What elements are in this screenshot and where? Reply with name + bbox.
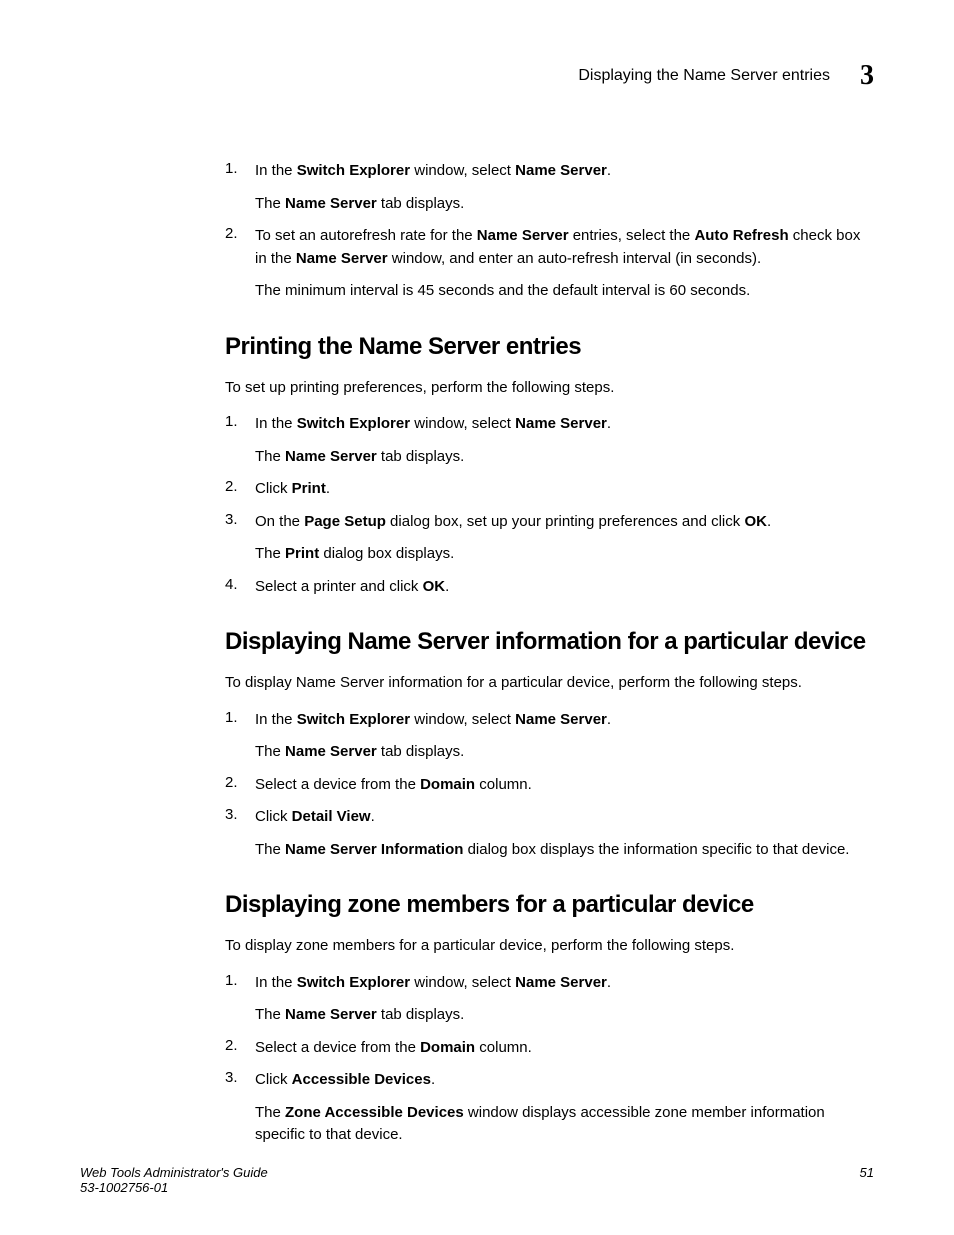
- list-item: 1. In the Switch Explorer window, select…: [225, 972, 874, 1027]
- page-footer: Web Tools Administrator's Guide 53-10027…: [80, 1165, 874, 1195]
- step-number: 1.: [225, 972, 255, 989]
- footer-doc-number: 53-1002756-01: [80, 1180, 268, 1195]
- step-body: Select a device from the Domain column.: [255, 774, 874, 797]
- list-item: 2. Select a device from the Domain colum…: [225, 774, 874, 797]
- step-number: 3.: [225, 806, 255, 823]
- list-item: 1. In the Switch Explorer window, select…: [225, 709, 874, 764]
- footer-guide-name: Web Tools Administrator's Guide: [80, 1165, 268, 1180]
- step-list-3: 1. In the Switch Explorer window, select…: [225, 972, 874, 1147]
- step-body: On the Page Setup dialog box, set up you…: [255, 511, 874, 566]
- list-item: 3. Click Detail View. The Name Server In…: [225, 806, 874, 861]
- footer-left: Web Tools Administrator's Guide 53-10027…: [80, 1165, 268, 1195]
- header-title: Displaying the Name Server entries: [578, 67, 830, 85]
- section-heading-zone-members: Displaying zone members for a particular…: [225, 891, 874, 919]
- section-heading-printing: Printing the Name Server entries: [225, 333, 874, 361]
- step-list-0: 1. In the Switch Explorer window, select…: [225, 160, 874, 303]
- list-item: 2. To set an autorefresh rate for the Na…: [225, 225, 874, 303]
- step-number: 2.: [225, 774, 255, 791]
- step-body: Click Accessible Devices. The Zone Acces…: [255, 1069, 874, 1147]
- step-body: In the Switch Explorer window, select Na…: [255, 709, 874, 764]
- list-item: 2. Click Print.: [225, 478, 874, 501]
- step-body: To set an autorefresh rate for the Name …: [255, 225, 874, 303]
- section-intro: To set up printing preferences, perform …: [225, 377, 874, 400]
- step-number: 1.: [225, 160, 255, 177]
- step-list-2: 1. In the Switch Explorer window, select…: [225, 709, 874, 862]
- step-body: Select a printer and click OK.: [255, 576, 874, 599]
- step-number: 2.: [225, 478, 255, 495]
- step-list-1: 1. In the Switch Explorer window, select…: [225, 413, 874, 598]
- list-item: 4. Select a printer and click OK.: [225, 576, 874, 599]
- list-item: 3. Click Accessible Devices. The Zone Ac…: [225, 1069, 874, 1147]
- page-content: 1. In the Switch Explorer window, select…: [80, 160, 874, 1147]
- step-number: 3.: [225, 1069, 255, 1086]
- chapter-number: 3: [860, 60, 874, 92]
- step-body: In the Switch Explorer window, select Na…: [255, 160, 874, 215]
- footer-page-number: 51: [860, 1165, 874, 1180]
- list-item: 1. In the Switch Explorer window, select…: [225, 413, 874, 468]
- step-number: 1.: [225, 709, 255, 726]
- list-item: 3. On the Page Setup dialog box, set up …: [225, 511, 874, 566]
- step-number: 3.: [225, 511, 255, 528]
- step-body: Click Print.: [255, 478, 874, 501]
- step-number: 4.: [225, 576, 255, 593]
- step-number: 2.: [225, 1037, 255, 1054]
- page-header: Displaying the Name Server entries 3: [80, 60, 874, 92]
- step-body: Click Detail View. The Name Server Infor…: [255, 806, 874, 861]
- section-intro: To display Name Server information for a…: [225, 672, 874, 695]
- list-item: 1. In the Switch Explorer window, select…: [225, 160, 874, 215]
- step-number: 1.: [225, 413, 255, 430]
- step-body: In the Switch Explorer window, select Na…: [255, 413, 874, 468]
- section-intro: To display zone members for a particular…: [225, 935, 874, 958]
- section-heading-displaying-info: Displaying Name Server information for a…: [225, 628, 874, 656]
- list-item: 2. Select a device from the Domain colum…: [225, 1037, 874, 1060]
- step-body: Select a device from the Domain column.: [255, 1037, 874, 1060]
- step-body: In the Switch Explorer window, select Na…: [255, 972, 874, 1027]
- step-number: 2.: [225, 225, 255, 242]
